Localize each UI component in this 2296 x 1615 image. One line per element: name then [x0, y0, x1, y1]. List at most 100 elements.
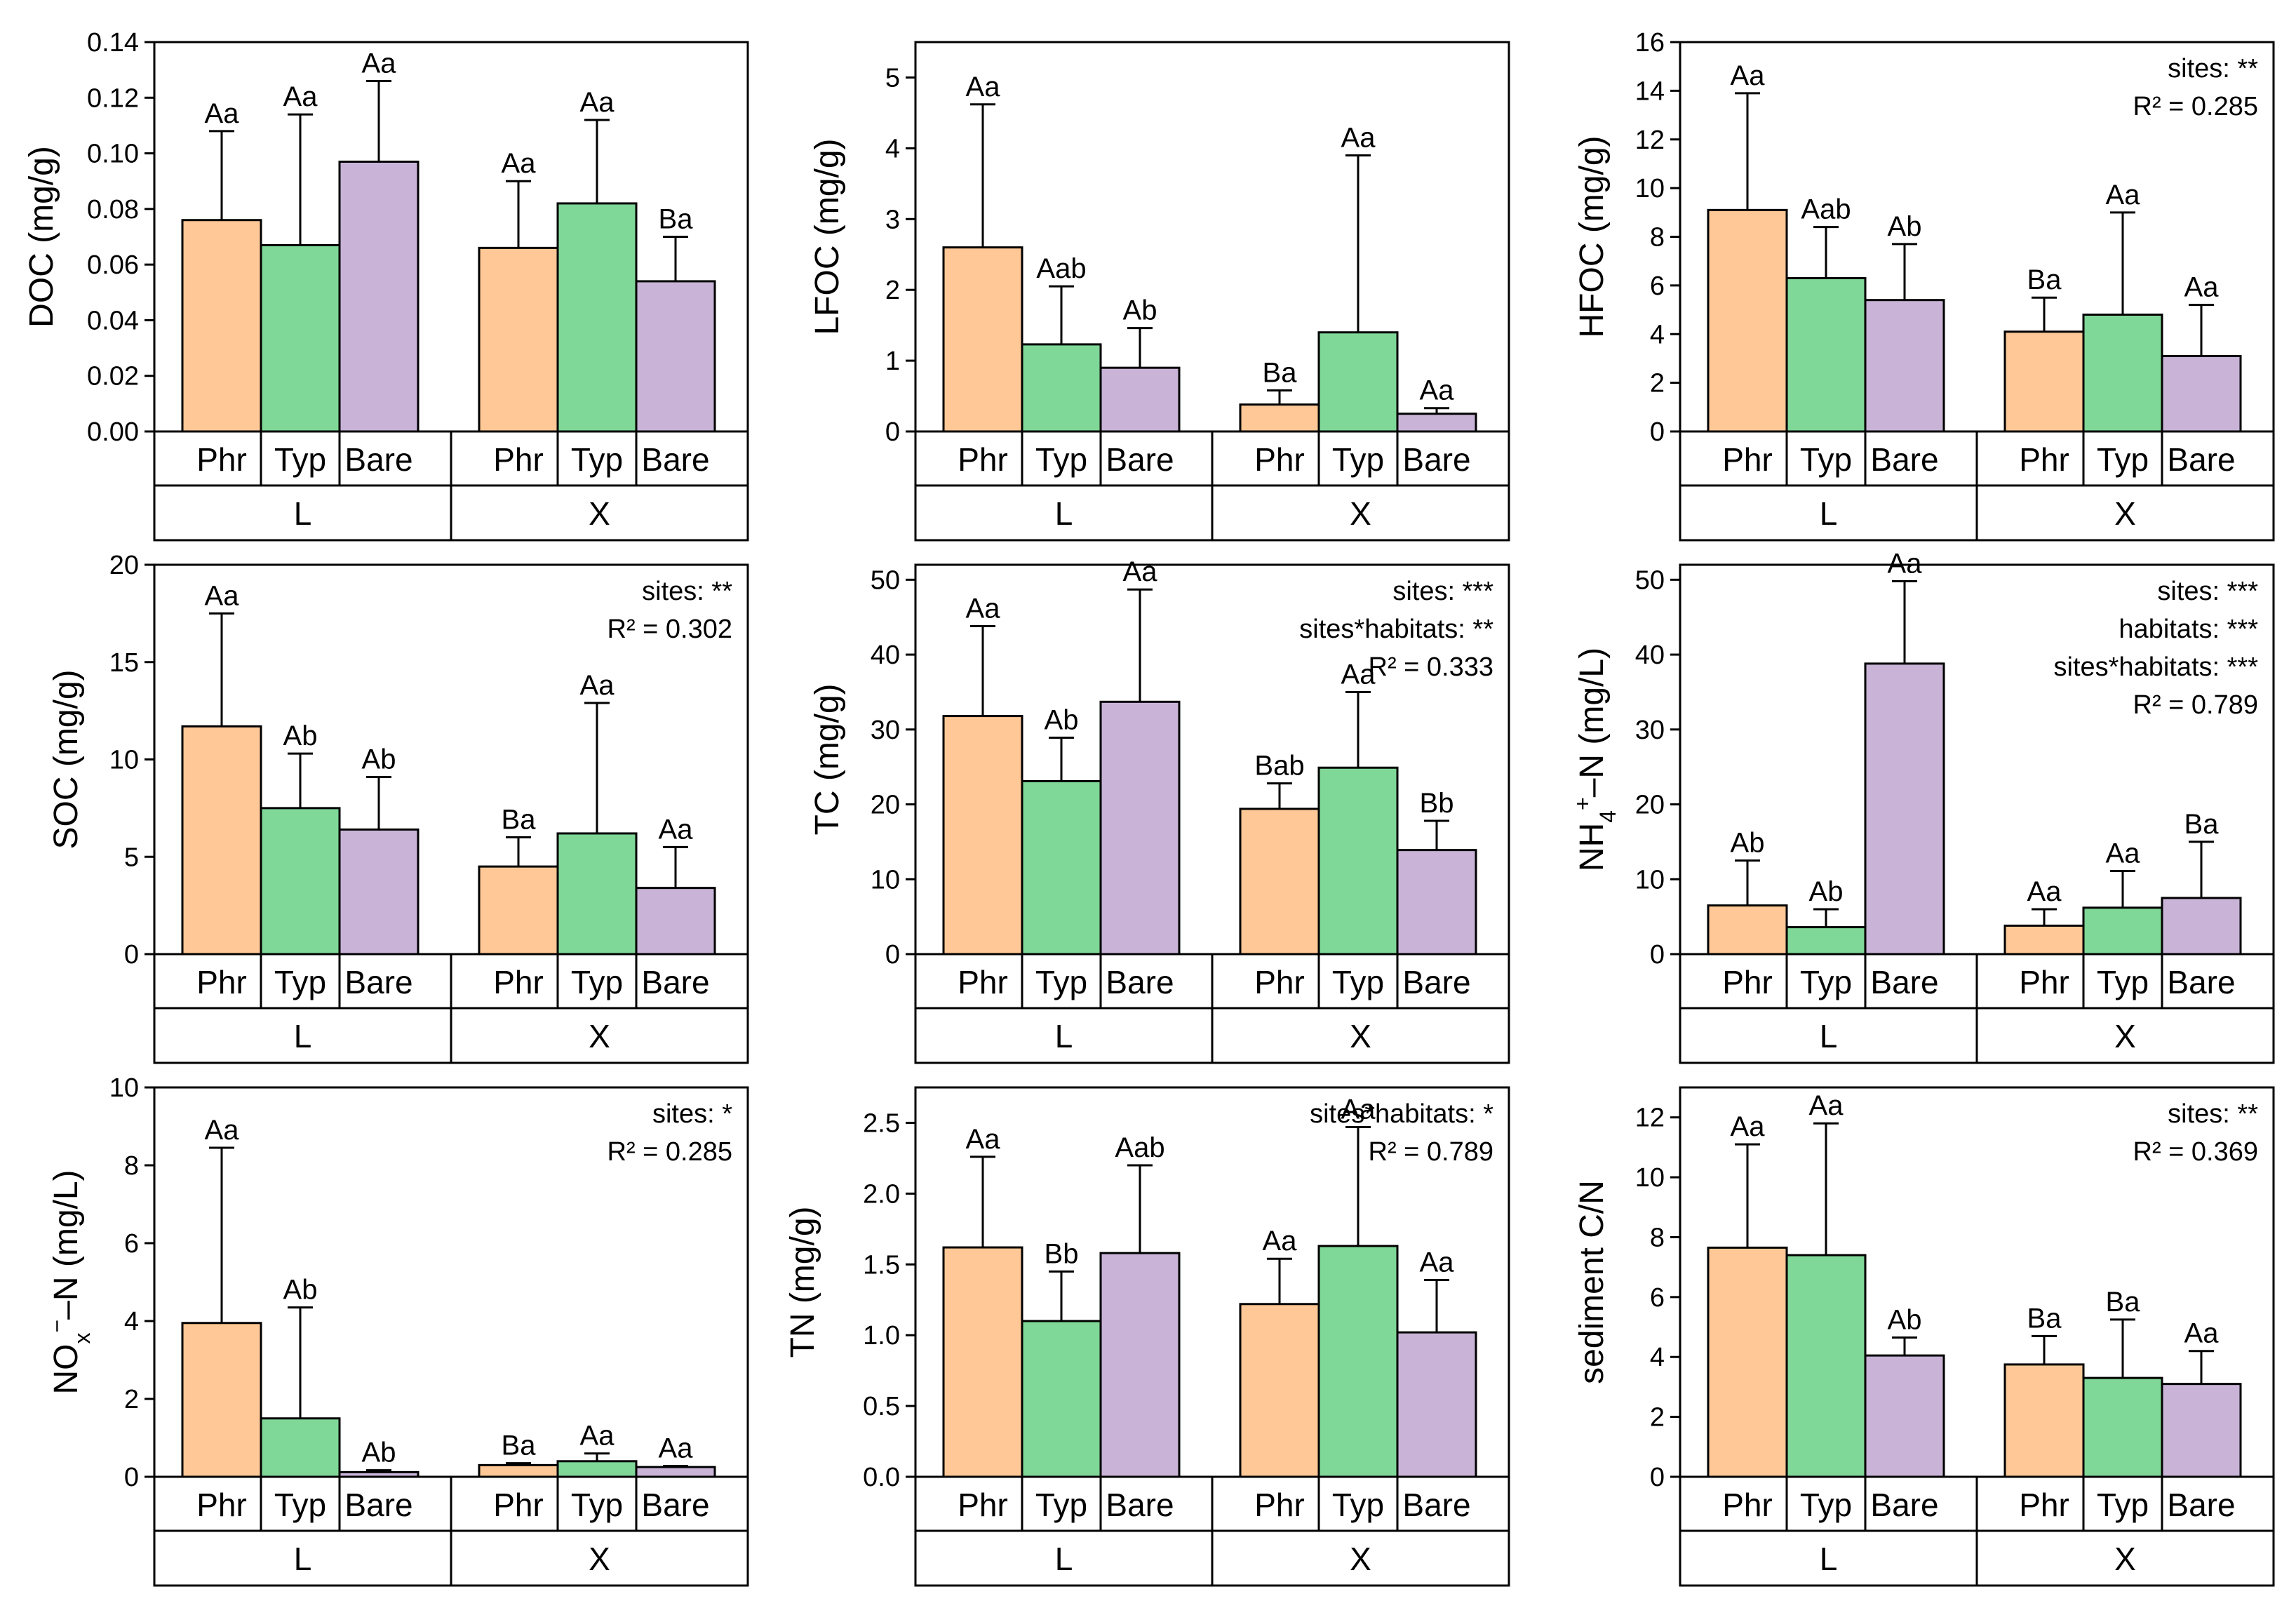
y-tick-label: 0.0: [863, 1463, 900, 1492]
site-label: X: [1350, 1018, 1371, 1054]
category-label: Bare: [2167, 441, 2235, 478]
category-label: Typ: [571, 441, 623, 478]
significance-letters: Aa: [2027, 876, 2062, 907]
bar: [1864, 1354, 1945, 1478]
bar: [1317, 766, 1399, 956]
site-label: L: [1055, 1018, 1073, 1054]
y-tick-label: 8: [1650, 223, 1665, 253]
category-label: Bare: [344, 1487, 412, 1523]
y-axis-label: TN (mg/g): [784, 1207, 821, 1358]
bar: [1785, 1254, 1867, 1478]
bar: [181, 725, 262, 956]
category-label: Phr: [196, 1487, 247, 1523]
bar: [942, 246, 1023, 433]
significance-letters: Aa: [1341, 659, 1376, 690]
y-tick-label: 0: [1650, 940, 1665, 970]
category-label: Phr: [1722, 964, 1773, 1000]
bar: [1396, 1331, 1477, 1478]
bar: [1396, 413, 1477, 433]
significance-letters: Aab: [1036, 253, 1086, 284]
category-label: Typ: [571, 1487, 623, 1523]
significance-letters: Ab: [362, 1438, 396, 1468]
bar: [1396, 849, 1477, 956]
stat-annotation: sites: **: [642, 577, 732, 606]
category-label: Phr: [1722, 1487, 1773, 1523]
bar: [478, 246, 559, 433]
category-label: Phr: [2019, 441, 2069, 478]
category-label: Bare: [1402, 1487, 1470, 1523]
bar: [1021, 779, 1102, 956]
significance-letters: Aa: [1731, 1111, 1766, 1142]
chart-panel: 0 1 2 3 4 5 LFOC (mg/g) Aa Phr Aab Typ Ab Bare Ba Phr A…: [809, 41, 1510, 542]
bar: [2161, 897, 2242, 956]
y-tick-label: 0.5: [863, 1392, 900, 1421]
y-tick-label: 12: [1635, 1104, 1665, 1133]
y-tick-label: 0.10: [87, 140, 139, 169]
significance-letters: Bab: [1254, 751, 1304, 782]
significance-letters: Ba: [2106, 1287, 2141, 1318]
category-label: Bare: [344, 441, 412, 478]
category-label: Typ: [2097, 1487, 2149, 1523]
significance-letters: Aa: [1263, 1226, 1298, 1257]
category-label: Bare: [1106, 1487, 1174, 1523]
site-label: X: [1350, 1541, 1371, 1577]
significance-letters: Ab: [283, 721, 318, 751]
site-label: X: [2114, 495, 2136, 532]
significance-letters: Aa: [580, 670, 615, 701]
significance-letters: Aa: [1341, 1094, 1376, 1125]
bar: [1317, 1245, 1399, 1478]
bar: [2003, 924, 2085, 956]
bar: [478, 1463, 559, 1478]
site-label: X: [589, 495, 610, 532]
bar: [1864, 299, 1945, 433]
category-label: Bare: [641, 964, 709, 1000]
stat-annotation: sites*habitats: **: [1299, 615, 1493, 644]
significance-letters: Aa: [1809, 1090, 1844, 1121]
significance-letters: Bb: [1045, 1238, 1079, 1269]
y-tick-label: 10: [1635, 865, 1665, 894]
bar: [260, 1417, 341, 1478]
stat-annotation: sites: **: [2168, 1099, 2258, 1129]
category-label: Typ: [1800, 441, 1852, 478]
category-label: Typ: [274, 1487, 326, 1523]
bar: [181, 219, 262, 433]
category-label: Typ: [571, 964, 623, 1000]
category-label: Bare: [2167, 1487, 2235, 1523]
y-tick-label: 8: [1650, 1223, 1665, 1252]
significance-letters: Aa: [502, 148, 537, 179]
significance-letters: Aab: [1115, 1132, 1164, 1163]
y-tick-label: 5: [885, 63, 900, 93]
y-tick-label: 0: [124, 1463, 139, 1492]
y-tick-label: 2: [1650, 369, 1665, 398]
y-tick-label: 0.14: [87, 28, 139, 58]
y-tick-label: 10: [109, 746, 139, 775]
category-label: Bare: [344, 964, 412, 1000]
significance-letters: Aa: [659, 1433, 694, 1463]
category-label: Phr: [2019, 964, 2069, 1000]
y-tick-label: 6: [1650, 272, 1665, 301]
y-tick-label: 4: [1650, 1343, 1665, 1372]
site-label: L: [1055, 495, 1073, 532]
significance-letters: Aa: [2106, 838, 2141, 869]
category-label: Typ: [2097, 964, 2149, 1000]
significance-letters: Ba: [1263, 357, 1298, 388]
site-label: X: [2114, 1018, 2136, 1054]
category-label: Phr: [1254, 964, 1305, 1000]
y-tick-label: 1.5: [863, 1250, 900, 1280]
significance-letters: Aa: [1888, 548, 1923, 579]
bar: [338, 160, 419, 433]
bar: [1021, 1320, 1102, 1478]
site-label: L: [1055, 1541, 1073, 1577]
bar: [1099, 700, 1181, 956]
y-tick-label: 4: [1650, 320, 1665, 349]
chart-panel: 0.0 0.5 1.0 1.5 2.0 2.5 TN (mg/g) Aa Phr Bb Typ Aab…: [784, 1086, 1510, 1587]
significance-letters: Aa: [580, 1421, 615, 1452]
category-label: Bare: [641, 1487, 709, 1523]
significance-letters: Aa: [2106, 180, 2141, 210]
category-label: Bare: [1870, 441, 1938, 478]
bar: [2161, 354, 2242, 433]
significance-letters: Ba: [2027, 264, 2062, 295]
y-tick-label: 50: [871, 565, 900, 595]
stat-annotation: R² = 0.333: [1369, 652, 1494, 682]
chart-panel: 0 2 4 6 8 10 12 14 16 HFOC (mg/g) Aa Phr Aab Typ Ab Bar…: [1573, 28, 2275, 542]
